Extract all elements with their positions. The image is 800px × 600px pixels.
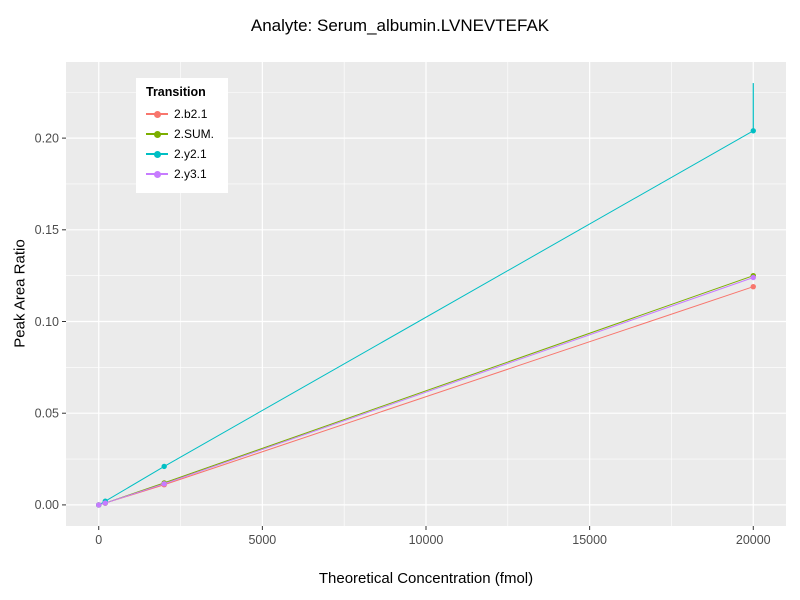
legend-title: Transition (146, 85, 206, 99)
legend-point-swatch (153, 130, 161, 138)
legend-point-swatch (153, 150, 161, 158)
data-point-2.y3.1 (750, 274, 756, 281)
data-point-2.y3.1 (96, 502, 102, 508)
legend-key-glyph (146, 127, 168, 141)
legend-key-glyph (146, 147, 168, 161)
legend-item-y2-1: 2.y2.1 (146, 144, 214, 164)
legend-key-glyph (146, 107, 168, 121)
x-tick-label: 15000 (572, 533, 607, 547)
legend-key-glyph (146, 167, 168, 181)
y-tick-label: 0.20 (35, 131, 59, 145)
y-tick-label: 0.00 (35, 498, 59, 512)
y-tick-label: 0.10 (35, 315, 59, 329)
legend-label: 2.b2.1 (174, 107, 208, 121)
chart-title: Analyte: Serum_albumin.LVNEVTEFAK (250, 16, 550, 35)
legend-point-swatch (153, 170, 161, 178)
y-tick-label: 0.15 (35, 223, 59, 237)
y-axis-title: Peak Area Ratio (11, 239, 29, 348)
series-line-2.y2.1 (98, 130, 754, 506)
y-tick-label: 0.05 (35, 407, 59, 421)
x-tick-label: 0 (95, 533, 102, 547)
legend-label: 2.SUM. (174, 127, 215, 141)
legend-point-swatch (153, 110, 161, 118)
legend-label: 2.y3.1 (174, 167, 207, 181)
data-point-2.y3.1 (102, 500, 108, 506)
legend-item-y3-1: 2.y3.1 (146, 164, 214, 184)
legend-item-b2-1: 2.b2.1 (146, 104, 214, 124)
data-point-2.y3.1 (161, 481, 167, 487)
x-tick-label: 10000 (409, 533, 444, 547)
data-point-2.b2.1 (750, 283, 756, 290)
x-tick-label: 5000 (248, 533, 276, 547)
legend-label: 2.y2.1 (174, 147, 207, 161)
series-line-2.y3.1 (98, 277, 754, 506)
data-point-2.y2.1 (750, 128, 756, 134)
legend: Transition 2.b2.1 2.SUM. 2.y2.1 2.y3.1 (136, 78, 229, 193)
x-axis-title: Theoretical Concentration (fmol) (318, 570, 534, 587)
x-tick-label: 20000 (736, 533, 771, 547)
legend-item-sum: 2.SUM. (146, 124, 214, 144)
data-point-2.y2.1 (161, 463, 167, 470)
